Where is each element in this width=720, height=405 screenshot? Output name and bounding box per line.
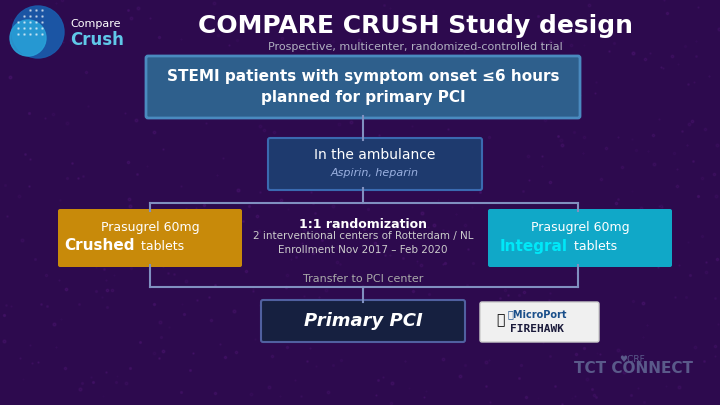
FancyBboxPatch shape [58,209,242,267]
Text: Transfer to PCI center: Transfer to PCI center [303,274,423,284]
Text: Compare: Compare [70,19,120,29]
Text: Prasugrel 60mg: Prasugrel 60mg [531,220,629,234]
FancyBboxPatch shape [146,56,580,118]
Text: Integral: Integral [500,239,568,254]
Text: Aspirin, heparin: Aspirin, heparin [331,168,419,178]
Text: ♥CRF: ♥CRF [619,355,645,364]
Text: Prospective, multicenter, randomized-controlled trial: Prospective, multicenter, randomized-con… [268,42,562,52]
Text: TCT CONNECT: TCT CONNECT [574,361,693,376]
Text: FIREHAWK: FIREHAWK [510,324,564,334]
Circle shape [10,20,46,56]
Text: tablets: tablets [570,239,617,252]
Text: COMPARE CRUSH Study design: COMPARE CRUSH Study design [197,14,632,38]
Text: 1:1 randomization: 1:1 randomization [299,217,427,230]
Text: STEMI patients with symptom onset ≤6 hours
planned for primary PCI: STEMI patients with symptom onset ≤6 hou… [167,69,559,105]
FancyBboxPatch shape [268,138,482,190]
Text: Crushed: Crushed [65,239,135,254]
FancyBboxPatch shape [261,300,465,342]
Circle shape [12,6,64,58]
Text: In the ambulance: In the ambulance [315,148,436,162]
Text: Primary PCI: Primary PCI [304,312,423,330]
FancyBboxPatch shape [480,302,599,342]
Text: Crush: Crush [70,31,124,49]
Text: Prasugrel 60mg: Prasugrel 60mg [101,220,199,234]
Text: 🦅: 🦅 [496,313,504,327]
Text: 2 interventional centers of Rotterdam / NL
Enrollment Nov 2017 – Feb 2020: 2 interventional centers of Rotterdam / … [253,231,473,255]
FancyBboxPatch shape [488,209,672,267]
Text: ⓂMicroPort: ⓂMicroPort [508,309,567,319]
Text: tablets: tablets [137,239,184,252]
